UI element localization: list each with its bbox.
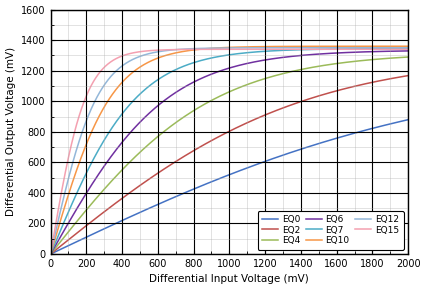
Legend: EQ0, EQ2, EQ4, EQ6, EQ7, EQ10, EQ12, EQ15: EQ0, EQ2, EQ4, EQ6, EQ7, EQ10, EQ12, EQ1…: [258, 211, 403, 249]
EQ15: [406, 48, 411, 51]
EQ7: [406, 47, 411, 50]
Line: EQ10: EQ10: [51, 46, 408, 254]
EQ15: [218, 48, 223, 51]
EQ2: [308, 97, 313, 100]
EQ0: [198, 184, 203, 188]
EQ0: [406, 118, 411, 122]
EQ6: [308, 53, 313, 56]
Line: EQ2: EQ2: [51, 76, 408, 254]
EQ4: [377, 57, 382, 61]
EQ12: [406, 46, 411, 50]
EQ7: [218, 55, 223, 58]
EQ2: [48, 252, 53, 256]
EQ15: [377, 48, 382, 51]
Line: EQ15: EQ15: [51, 49, 408, 254]
EQ10: [198, 48, 203, 51]
EQ12: [201, 47, 206, 50]
EQ12: [308, 46, 313, 50]
EQ0: [377, 125, 382, 128]
EQ10: [377, 44, 382, 48]
EQ4: [394, 56, 400, 59]
EQ12: [394, 46, 400, 50]
EQ0: [48, 252, 53, 256]
EQ7: [201, 58, 206, 61]
EQ0: [308, 144, 313, 148]
EQ15: [201, 48, 206, 51]
Line: EQ7: EQ7: [51, 49, 408, 254]
EQ2: [198, 145, 203, 148]
EQ6: [198, 77, 203, 80]
EQ4: [406, 55, 411, 59]
Line: EQ6: EQ6: [51, 51, 408, 254]
EQ7: [198, 59, 203, 62]
EQ10: [218, 46, 223, 50]
EQ4: [198, 105, 203, 108]
EQ4: [201, 103, 206, 106]
EQ7: [377, 47, 382, 50]
EQ2: [218, 134, 223, 137]
Line: EQ4: EQ4: [51, 57, 408, 254]
EQ0: [218, 176, 223, 180]
EQ12: [48, 252, 53, 256]
EQ6: [377, 50, 382, 53]
X-axis label: Differential Input Voltage (mV): Differential Input Voltage (mV): [150, 274, 309, 284]
EQ12: [218, 46, 223, 50]
EQ7: [308, 48, 313, 51]
EQ4: [308, 66, 313, 69]
EQ10: [406, 44, 411, 48]
EQ4: [48, 252, 53, 256]
EQ6: [394, 49, 400, 53]
EQ10: [394, 44, 400, 48]
Y-axis label: Differential Output Voltage (mV): Differential Output Voltage (mV): [6, 47, 16, 216]
EQ2: [377, 79, 382, 83]
EQ4: [218, 94, 223, 98]
EQ0: [201, 183, 206, 187]
EQ6: [201, 76, 206, 79]
EQ6: [218, 69, 223, 72]
EQ10: [201, 47, 206, 51]
EQ2: [394, 76, 400, 79]
EQ2: [201, 143, 206, 147]
EQ7: [394, 47, 400, 50]
Line: EQ12: EQ12: [51, 48, 408, 254]
EQ10: [48, 252, 53, 256]
EQ0: [394, 121, 400, 124]
EQ15: [198, 48, 203, 51]
EQ10: [308, 45, 313, 48]
EQ15: [394, 48, 400, 51]
EQ15: [48, 252, 53, 256]
EQ6: [48, 252, 53, 256]
EQ12: [377, 46, 382, 50]
EQ6: [406, 49, 411, 53]
EQ7: [48, 252, 53, 256]
EQ15: [308, 48, 313, 51]
EQ12: [198, 47, 203, 50]
EQ2: [406, 74, 411, 77]
Line: EQ0: EQ0: [51, 120, 408, 254]
